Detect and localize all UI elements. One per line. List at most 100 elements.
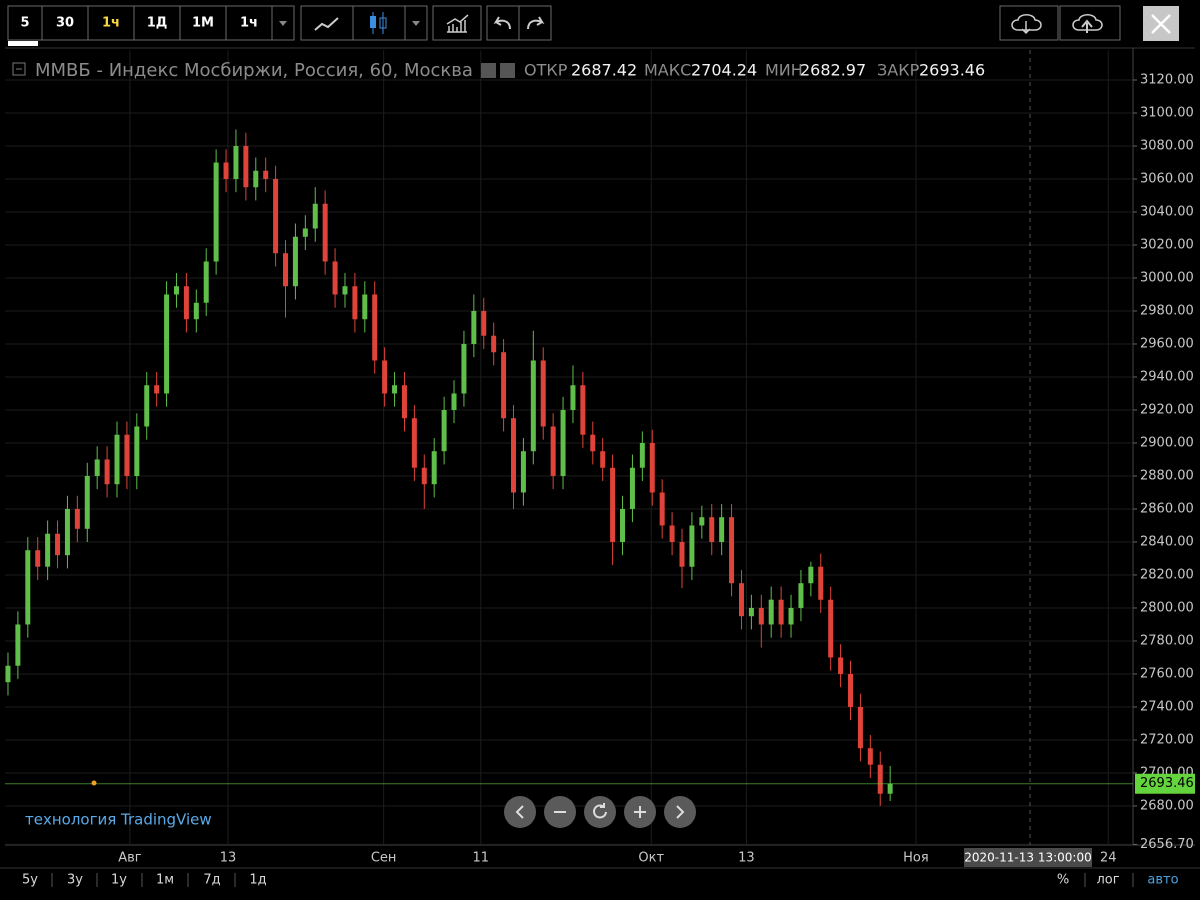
nav-icon (593, 803, 607, 819)
x-tick-label: 24 (1100, 851, 1117, 866)
candle-body (173, 286, 179, 295)
x-tick-label: Сен (371, 851, 397, 866)
y-tick-label: 2680.00 (1140, 798, 1194, 813)
reset-button[interactable] (584, 796, 616, 828)
range-button[interactable]: 1м (156, 873, 174, 888)
nav-icon (676, 805, 685, 819)
settings-icon[interactable] (481, 63, 496, 78)
candle-body (253, 170, 259, 188)
interval-button[interactable] (87, 5, 135, 41)
candle-body (451, 393, 457, 410)
candle-style-button[interactable] (352, 5, 406, 41)
range-button[interactable]: 1д (249, 873, 266, 888)
last-price-label: 2693.46 (1140, 776, 1194, 791)
download-icon (1011, 14, 1042, 35)
download-button[interactable] (999, 5, 1059, 41)
ohlc-label: ЗАКР (877, 61, 920, 80)
dropdown-icon (279, 21, 287, 26)
interval-button[interactable] (179, 5, 227, 41)
candle-body (877, 764, 883, 794)
candle-body (808, 566, 814, 584)
candle-body (530, 360, 536, 452)
scale-button[interactable]: % (1057, 873, 1069, 888)
ohlc-label: МИН (765, 61, 803, 80)
candle-body (620, 508, 626, 542)
candle-body (233, 145, 239, 179)
candle-body (124, 434, 130, 476)
candle-body (263, 170, 269, 179)
y-tick-label: 2656.70 (1140, 837, 1194, 852)
candle-body (203, 261, 209, 303)
y-tick-label: 3000.00 (1140, 270, 1194, 285)
candle-body (867, 748, 873, 765)
range-button[interactable]: 3y (67, 873, 83, 888)
scroll-left-button[interactable] (504, 796, 536, 828)
candle-body (501, 352, 507, 419)
undo-button[interactable] (486, 5, 520, 41)
plot-area: 2656.702680.002700.002720.002740.002760.… (5, 50, 1195, 866)
interval-label[interactable]: 1ч (102, 16, 120, 31)
interval-button[interactable] (7, 5, 43, 41)
y-tick-label: 2760.00 (1140, 666, 1194, 681)
candle-body (292, 236, 298, 287)
collapse-icon[interactable] (12, 62, 26, 76)
y-tick-label: 2960.00 (1140, 336, 1194, 351)
interval-button[interactable] (41, 5, 89, 41)
watermark[interactable]: технология TradingView (25, 811, 212, 829)
crosshair-label-box (964, 848, 1092, 867)
active-indicator (8, 41, 38, 46)
indicators-button[interactable] (432, 5, 482, 41)
last-price-box (1135, 773, 1195, 794)
candle-body (193, 302, 199, 320)
x-tick-label: 13 (738, 851, 755, 866)
candle-icon (370, 12, 387, 34)
line-style-button[interactable] (300, 5, 354, 41)
interval-label[interactable]: 1ч (240, 16, 258, 31)
candle-body (491, 335, 497, 353)
candle-body (401, 385, 407, 419)
y-tick-label: 3020.00 (1140, 237, 1194, 252)
interval-label[interactable]: 30 (56, 16, 74, 31)
x-tick-label: 13 (220, 851, 237, 866)
upload-button[interactable] (1059, 5, 1121, 41)
candle-body (580, 385, 586, 435)
interval-label[interactable]: 1М (192, 16, 214, 31)
toolbar: 5 30 1ч 1Д 1М 1ч (7, 5, 1179, 46)
scroll-right-button[interactable] (664, 796, 696, 828)
candle-body (213, 162, 219, 262)
candle-body (273, 178, 279, 254)
interval-label[interactable]: 1Д (147, 16, 168, 31)
interval-button[interactable] (225, 5, 273, 41)
candle-body (35, 550, 41, 567)
x-tick-label: Окт (638, 851, 664, 866)
candle-body (332, 261, 338, 295)
candle-body (788, 607, 794, 625)
candle-body (669, 525, 675, 542)
candle-body (550, 426, 556, 476)
range-button[interactable]: 5y (22, 873, 38, 888)
scale-button[interactable]: авто (1147, 873, 1178, 888)
upload-arrow (1081, 19, 1093, 33)
ohlc-label: ОТКР (524, 61, 568, 80)
candle-body (570, 385, 576, 410)
candle-body (362, 294, 368, 320)
candle-body (699, 517, 705, 526)
candle-body (372, 294, 378, 361)
candle-body (114, 434, 120, 485)
dropdown-icon (412, 21, 420, 26)
redo-button[interactable] (518, 5, 552, 41)
y-tick-label: 3120.00 (1140, 72, 1194, 87)
settings-icon[interactable] (500, 63, 515, 78)
ohlc-value: 2682.97 (800, 61, 866, 80)
candle-body (342, 286, 348, 295)
range-button[interactable]: 7д (203, 873, 220, 888)
candle-body (818, 566, 824, 600)
candle-body (738, 583, 744, 617)
interval-label[interactable]: 5 (20, 16, 29, 31)
candle-body (183, 286, 189, 320)
range-button[interactable]: 1y (111, 873, 127, 888)
candle-body (441, 409, 447, 452)
y-tick-label: 2920.00 (1140, 402, 1194, 417)
candle-body (392, 385, 398, 394)
scale-button[interactable]: лог (1096, 873, 1119, 888)
